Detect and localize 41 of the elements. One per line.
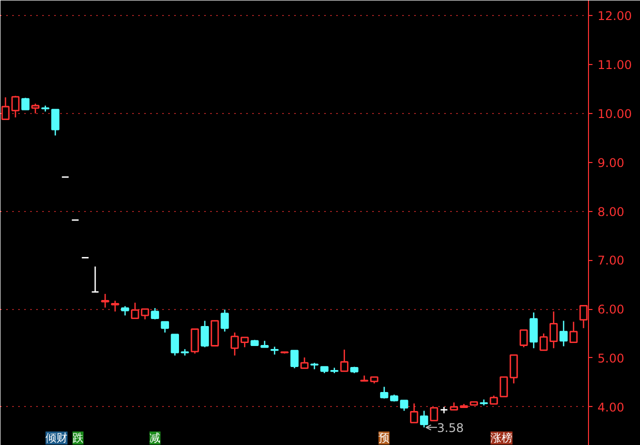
candlestick bbox=[290, 350, 299, 369]
y-tick-label: 4.00 bbox=[598, 400, 624, 414]
candlestick bbox=[420, 410, 428, 428]
candlestick bbox=[550, 310, 558, 349]
y-tick-label: 8.00 bbox=[598, 204, 624, 219]
annotation: 涨榜 bbox=[490, 432, 512, 444]
candlestick bbox=[160, 321, 170, 334]
y-tick-label: 9.00 bbox=[598, 156, 624, 170]
candlestick bbox=[220, 308, 229, 332]
annotation: 预 bbox=[378, 432, 390, 444]
y-tick-label: 12.00 bbox=[598, 9, 632, 24]
candlestick bbox=[31, 103, 40, 114]
candlestick bbox=[101, 293, 110, 308]
annotation: 倾财 bbox=[46, 432, 68, 444]
candlestick bbox=[300, 356, 309, 369]
candlestick bbox=[111, 300, 120, 312]
candlestick bbox=[140, 308, 150, 320]
candlestick bbox=[540, 332, 548, 351]
candlestick bbox=[170, 334, 179, 356]
y-tick-label: 11.00 bbox=[598, 58, 632, 72]
candlestick bbox=[520, 329, 528, 348]
candlestick bbox=[569, 321, 578, 344]
y-tick-label: 5.00 bbox=[598, 351, 624, 366]
annotation: 减 bbox=[150, 432, 160, 444]
y-tick-label: 7.00 bbox=[598, 254, 624, 268]
candlestick bbox=[200, 320, 209, 348]
candlestick bbox=[340, 349, 348, 372]
y-tick-label: 10.00 bbox=[598, 106, 632, 121]
candlestick bbox=[190, 328, 199, 354]
candlestick bbox=[51, 108, 60, 136]
candlestick bbox=[120, 305, 130, 316]
annotation: 跌 bbox=[72, 432, 84, 444]
candlestick bbox=[130, 302, 140, 320]
candlestick bbox=[91, 266, 100, 293]
annotation: 3.58 bbox=[437, 420, 464, 435]
candlestick bbox=[559, 320, 568, 347]
candlestick bbox=[400, 400, 408, 412]
candlestick bbox=[11, 95, 20, 118]
candlestick bbox=[150, 307, 160, 320]
candlestick bbox=[530, 312, 538, 349]
y-tick-label: 6.00 bbox=[598, 302, 624, 317]
